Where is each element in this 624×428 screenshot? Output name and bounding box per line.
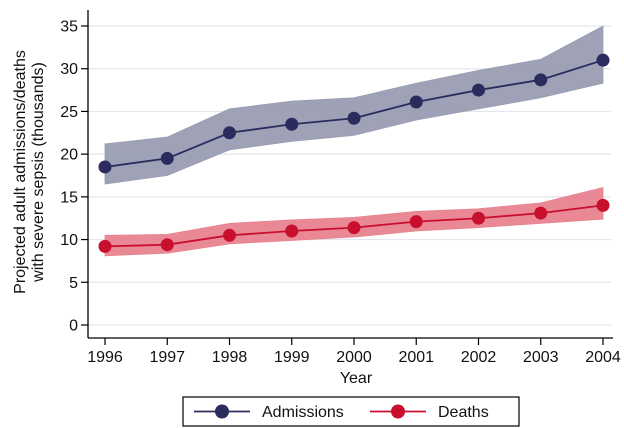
y-tick-label-15: 15 <box>60 189 78 206</box>
y-tick-label-0: 0 <box>69 318 78 335</box>
admissions-point-2002 <box>472 83 485 97</box>
series-points <box>98 53 610 253</box>
axes <box>81 10 613 345</box>
x-tick-label-1997: 1997 <box>149 349 185 366</box>
admissions-point-1996 <box>98 160 112 174</box>
legend-admissions-marker <box>215 404 229 419</box>
y-tick-label-25: 25 <box>60 104 78 121</box>
x-tick-label-2002: 2002 <box>461 349 497 366</box>
y-axis-title-line-1: Projected adult admissions/deaths <box>12 50 29 294</box>
deaths-point-2002 <box>472 211 485 225</box>
deaths-point-1998 <box>223 228 236 242</box>
x-tick-label-2004: 2004 <box>585 349 621 366</box>
tick-labels: 0 5 10 15 20 25 30 35 1996 1997 1998 1999 2000 2001 20… <box>60 19 621 367</box>
y-tick-label-20: 20 <box>60 147 78 164</box>
deaths-point-2003 <box>534 206 548 220</box>
x-tick-label-2001: 2001 <box>398 349 434 366</box>
y-axis-title-line-2: with severe sepsis (thousands) <box>30 62 47 283</box>
legend: Admissions Deaths <box>182 396 520 427</box>
admissions-point-2001 <box>409 95 423 109</box>
deaths-point-2001 <box>409 215 423 229</box>
x-tick-label-2000: 2000 <box>336 349 372 366</box>
x-tick-label-1998: 1998 <box>212 349 248 366</box>
admissions-point-1998 <box>223 126 236 140</box>
y-tick-label-10: 10 <box>60 232 78 249</box>
deaths-point-2004 <box>596 198 610 212</box>
x-tick-label-2003: 2003 <box>523 349 559 366</box>
admissions-point-2003 <box>534 73 548 87</box>
y-tick-label-5: 5 <box>69 275 78 292</box>
deaths-point-1996 <box>98 239 112 253</box>
admissions-point-1997 <box>160 151 174 165</box>
y-tick-label-30: 30 <box>60 61 78 78</box>
deaths-point-1997 <box>160 238 174 252</box>
x-axis-title: Year <box>340 370 373 387</box>
legend-deaths-marker <box>391 404 405 419</box>
admissions-confidence-band <box>104 25 604 185</box>
y-tick-label-35: 35 <box>60 19 78 36</box>
deaths-point-1999 <box>285 224 299 238</box>
legend-admissions-label: Admissions <box>262 404 344 421</box>
x-tick-label-1996: 1996 <box>87 349 123 366</box>
admissions-point-2000 <box>347 111 361 125</box>
deaths-point-2000 <box>347 221 361 235</box>
legend-deaths-label: Deaths <box>438 404 489 421</box>
admissions-point-1999 <box>285 117 299 131</box>
admissions-point-2004 <box>596 53 610 67</box>
x-tick-label-1999: 1999 <box>274 349 310 366</box>
legend-box <box>182 396 520 427</box>
